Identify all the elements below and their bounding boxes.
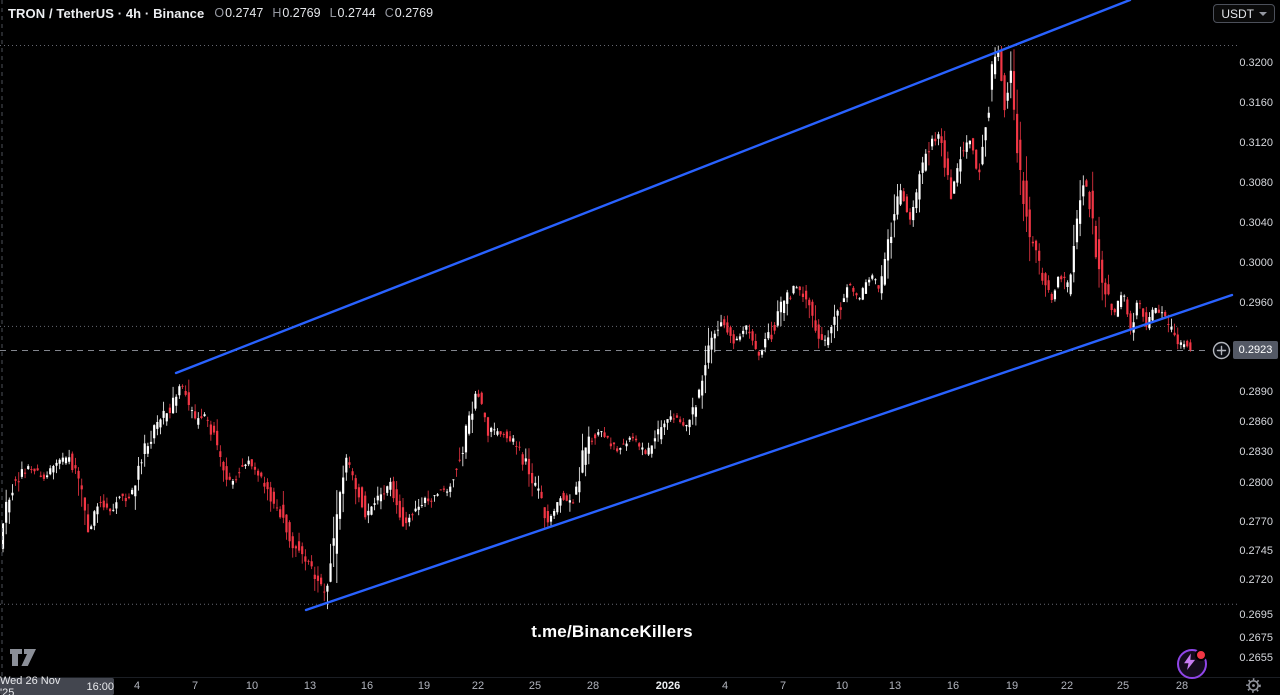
- lightning-bolt-icon: [1184, 653, 1196, 671]
- price-tick-label: 0.2655: [1239, 652, 1273, 664]
- time-tick-label: 16: [360, 680, 374, 692]
- last-price-badge: 0.2923: [1233, 341, 1278, 360]
- price-tick-label: 0.3080: [1239, 177, 1273, 189]
- watermark-text: t.me/BinanceKillers: [531, 622, 693, 641]
- time-tick-label: 25: [528, 680, 542, 692]
- time-tick-label: 7: [779, 680, 787, 692]
- symbol-title: TRON / TetherUS · 4h · Binance: [8, 5, 205, 21]
- ohlc-item: L0.2744: [329, 6, 376, 20]
- price-tick-label: 0.2695: [1239, 609, 1273, 621]
- time-tick-label: 19: [1005, 680, 1019, 692]
- time-tick-label: 28: [1175, 680, 1189, 692]
- ascending-channel: [174, 0, 1234, 612]
- price-axis[interactable]: 0.3200 0.3160 0.3120 0.3080 0.3040 0.3000 0.29…: [1207, 0, 1280, 676]
- up-candle-bodies: [1, 50, 1186, 592]
- time-tick-label: 10: [835, 680, 849, 692]
- price-tick-label: 0.2770: [1239, 516, 1273, 528]
- ohlc-values: O0.2747 H0.2769 L0.2744 C0.2769: [214, 6, 433, 20]
- price-tick-label: 0.3200: [1239, 57, 1273, 69]
- time-tick-label: 13: [303, 680, 317, 692]
- time-axis[interactable]: Wed 26 Nov '25 16:00 4 7 10 13 16 19 22 25 28 202…: [0, 674, 1280, 695]
- ascending-channel-upper: [174, 0, 1132, 375]
- price-tick-label: 0.2860: [1239, 416, 1273, 428]
- time-tick-label: 16: [946, 680, 960, 692]
- time-tick-label: 22: [471, 680, 485, 692]
- ascending-channel-lower: [304, 293, 1234, 612]
- time-tick-label: 2026: [655, 680, 681, 692]
- candles-series: [1, 45, 1192, 610]
- price-tick-label: 0.2720: [1239, 574, 1273, 586]
- time-tick-label: 4: [721, 680, 729, 692]
- up-candle-wicks: [2, 45, 1185, 610]
- price-tick-label: 0.2890: [1239, 386, 1273, 398]
- currency-selector-button[interactable]: USDT: [1213, 4, 1275, 23]
- down-candle-wicks: [15, 46, 1191, 602]
- price-tick-label: 0.2830: [1239, 446, 1273, 458]
- time-tick-label: 4: [133, 680, 141, 692]
- price-tick-label: 0.2800: [1239, 477, 1273, 489]
- symbol-header[interactable]: TRON / TetherUS · 4h · Binance O0.2747 H0…: [8, 4, 433, 22]
- price-tick-label: 0.2675: [1239, 632, 1273, 644]
- price-tick-label: 0.2960: [1239, 297, 1273, 309]
- price-tick-label: 0.3040: [1239, 217, 1273, 229]
- price-tick-label: 0.3160: [1239, 97, 1273, 109]
- notification-dot: [1195, 649, 1207, 661]
- time-tick-label: 7: [191, 680, 199, 692]
- plus-circle-icon: [1212, 341, 1231, 359]
- horizontal-level-lines: [0, 45, 1237, 605]
- ohlc-item: O0.2747: [214, 6, 264, 20]
- currency-label: USDT: [1221, 6, 1254, 21]
- time-tick-label: 13: [888, 680, 902, 692]
- tradingview-logo-icon[interactable]: [8, 645, 38, 672]
- time-tick-label: 19: [417, 680, 431, 692]
- price-tick-label: 0.2745: [1239, 545, 1273, 557]
- time-tick-label: 22: [1060, 680, 1074, 692]
- ohlc-item: H0.2769: [272, 6, 321, 20]
- crosshair-date: Wed 26 Nov '25: [0, 674, 61, 695]
- ohlc-item: C0.2769: [384, 6, 434, 20]
- chevron-down-icon: [1259, 11, 1267, 16]
- candlestick-chart[interactable]: [0, 0, 1280, 676]
- axis-settings-gear-icon[interactable]: [1246, 678, 1261, 693]
- price-tick-label: 0.3000: [1239, 257, 1273, 269]
- down-candle-bodies: [14, 50, 1192, 593]
- crosshair-time-badge: Wed 26 Nov '25 16:00: [0, 674, 114, 695]
- price-tick-label: 0.3120: [1239, 137, 1273, 149]
- time-tick-label: 10: [245, 680, 259, 692]
- time-tick-label: 28: [586, 680, 600, 692]
- flash-feature-button[interactable]: [1177, 649, 1207, 679]
- crosshair-time: 16:00: [86, 680, 114, 693]
- add-alert-plus-button[interactable]: [1212, 341, 1231, 360]
- time-tick-label: 25: [1116, 680, 1130, 692]
